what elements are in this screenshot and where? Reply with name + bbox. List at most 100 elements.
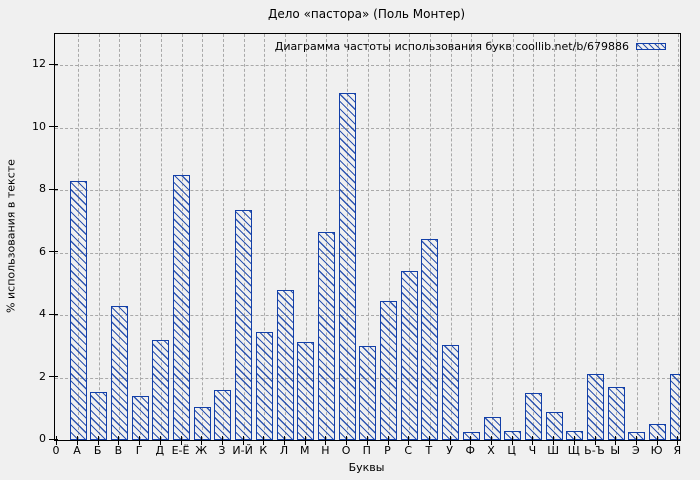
y-tick (49, 188, 58, 190)
x-tick-label: О (341, 444, 351, 457)
x-tick (573, 436, 575, 445)
bar-Э (628, 432, 646, 440)
bar-Б (90, 391, 108, 440)
chart-title: Дело «пастора» (Поль Монтер) (268, 7, 465, 21)
x-tick-label: Ы (610, 444, 621, 457)
y-tick (49, 126, 58, 128)
x-tick (97, 436, 99, 445)
gridline-y (55, 252, 680, 254)
gridline-x (471, 34, 473, 440)
bar-Я (669, 374, 680, 440)
x-tick (408, 436, 410, 445)
bar-Н (317, 232, 335, 440)
bar-Ю (649, 424, 667, 440)
y-tick (49, 251, 58, 253)
gridline-x (595, 34, 597, 440)
x-tick-label: Ф (465, 444, 476, 457)
gridline-y (55, 190, 680, 192)
x-tick (201, 436, 203, 445)
x-tick-label: М (299, 444, 310, 457)
x-tick (180, 436, 182, 445)
x-origin-label: 0 (52, 444, 60, 457)
bar-Ч (524, 393, 542, 440)
gridline-y (55, 315, 680, 317)
x-tick-label: Э (632, 444, 640, 457)
y-tick-label: 8 (39, 182, 46, 196)
bar-Т (421, 238, 439, 440)
bar-М (297, 341, 315, 440)
bar-Е-Ё (173, 174, 190, 440)
bar-С (400, 271, 418, 440)
x-tick (656, 436, 658, 445)
y-tick-label: 12 (32, 57, 46, 71)
legend-swatch (636, 43, 666, 50)
x-tick (553, 436, 555, 445)
gridline-x (554, 34, 556, 440)
gridline-x (657, 34, 659, 440)
gridline-x (492, 34, 493, 440)
bar-К (255, 332, 273, 440)
x-tick (615, 436, 617, 445)
x-axis-label: Буквы (348, 461, 385, 474)
x-tick (284, 436, 285, 445)
x-tick-label: К (259, 444, 268, 457)
gridline-x (98, 34, 100, 440)
x-tick (491, 436, 492, 445)
x-tick-label: Н (321, 444, 330, 457)
y-tick (49, 376, 58, 378)
x-tick (346, 436, 348, 445)
y-tick-label: 10 (32, 119, 46, 133)
x-tick (242, 436, 244, 445)
x-tick-label: П (362, 444, 371, 457)
bar-Ы (607, 386, 625, 440)
x-tick (449, 436, 451, 445)
gridline-x (450, 34, 452, 440)
x-tick (139, 436, 141, 445)
bar-И-Й (235, 210, 253, 440)
gridline-x (636, 34, 638, 440)
x-tick-label: А (73, 444, 81, 457)
x-tick (387, 436, 389, 445)
bar-Р (380, 301, 397, 440)
gridline-x (305, 34, 307, 440)
bar-Х (483, 416, 501, 440)
bar-Ш (545, 411, 563, 440)
x-tick-label: Ш (547, 444, 559, 457)
gridline-x (512, 34, 514, 440)
x-tick (263, 436, 265, 445)
x-tick-label: Д (155, 444, 165, 457)
y-tick (49, 438, 58, 440)
gridline-x (616, 34, 618, 440)
x-tick-label: Ж (195, 444, 208, 457)
x-tick-label: Ч (528, 444, 537, 457)
gridline-x (367, 34, 369, 440)
y-tick-label: 4 (39, 307, 46, 321)
legend: Диаграмма частоты использования букв coo… (275, 40, 666, 53)
bar-Л (276, 290, 294, 440)
gridline-x (429, 34, 431, 440)
bar-Д (152, 340, 170, 440)
x-tick (118, 436, 120, 445)
bar-О (338, 93, 356, 440)
gridline-x (140, 34, 142, 440)
x-tick-label: Х (487, 444, 495, 457)
bar-Ь-Ъ (587, 374, 604, 440)
gridline-x (119, 34, 121, 440)
bar-Ж (193, 407, 211, 440)
y-tick-label: 2 (39, 369, 46, 383)
y-tick (49, 63, 58, 65)
gridline-x (202, 34, 204, 440)
x-tick-label: Б (93, 444, 102, 457)
x-tick-label: Р (384, 444, 391, 457)
bar-Ф (462, 432, 480, 440)
gridline-x (160, 34, 162, 440)
y-tick-label: 6 (39, 244, 46, 258)
gridline-x (264, 34, 266, 440)
gridline-x (409, 34, 411, 440)
bar-З (214, 390, 232, 440)
bar-У (442, 344, 460, 440)
x-tick-label: Ь-Ъ (584, 444, 605, 457)
x-tick-label: Г (135, 444, 143, 457)
x-tick (221, 436, 223, 445)
x-tick (77, 436, 78, 445)
